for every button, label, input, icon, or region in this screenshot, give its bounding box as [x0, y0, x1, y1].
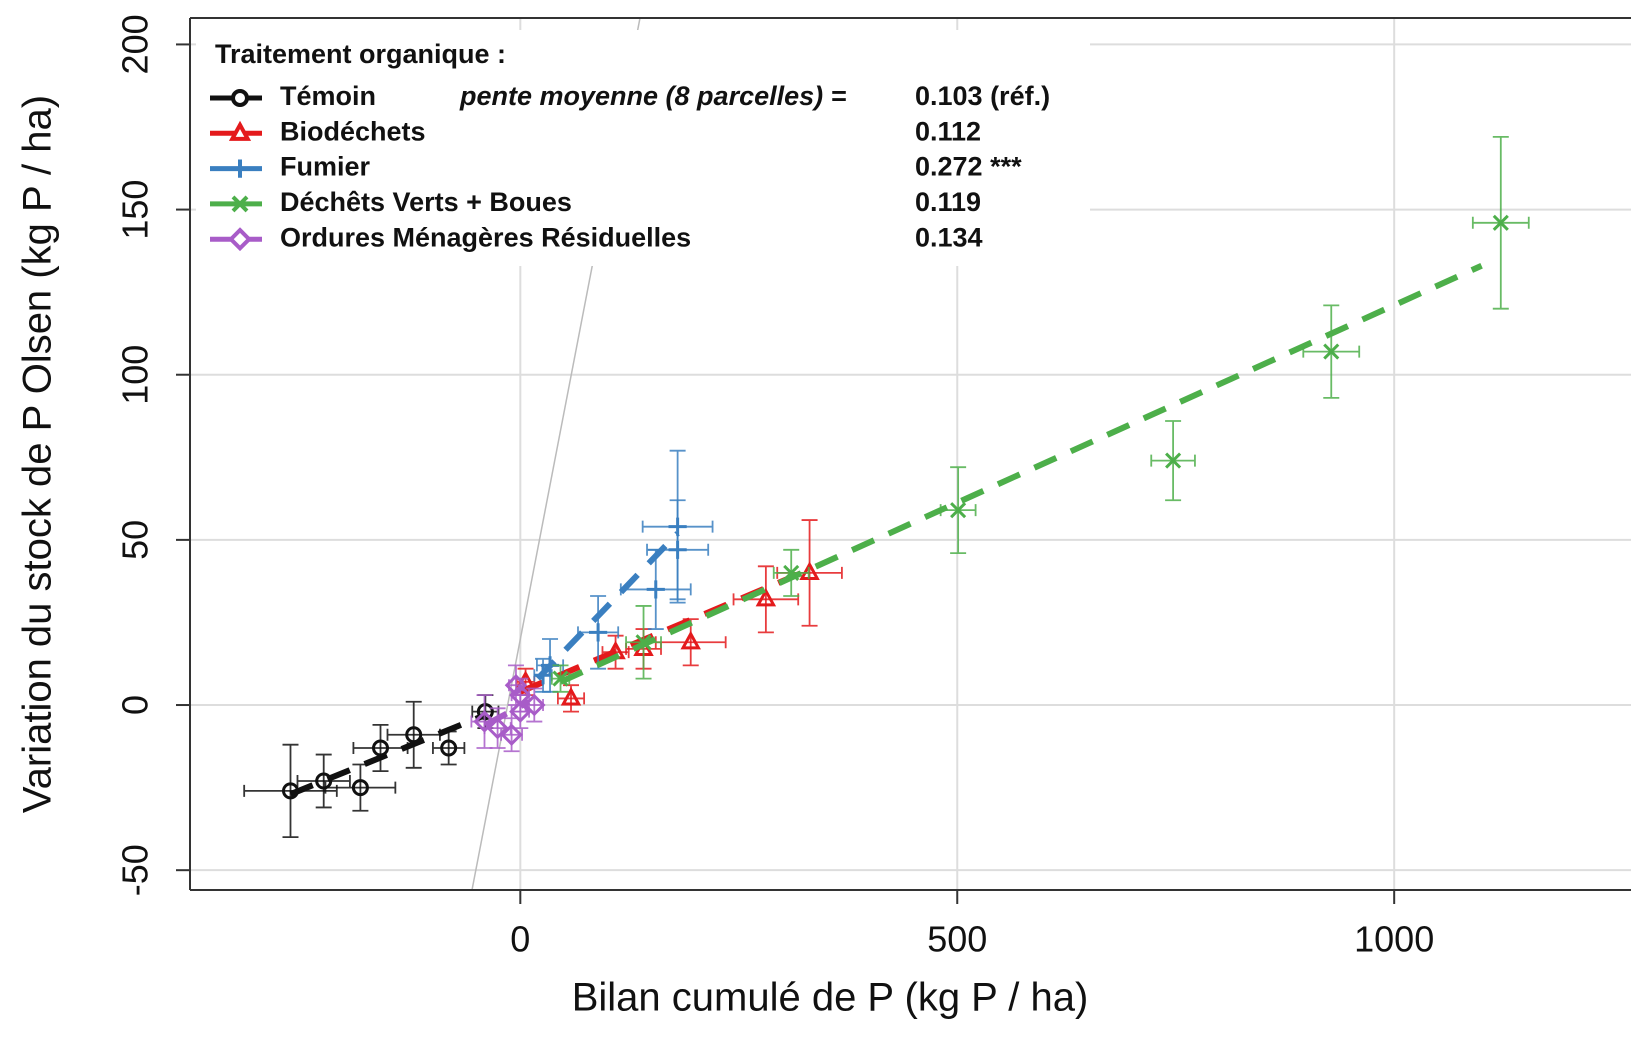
legend-box — [196, 30, 1090, 266]
y-error-bar — [282, 743, 299, 839]
marker — [680, 630, 701, 650]
marker — [646, 580, 665, 599]
marker — [552, 670, 569, 687]
marker — [231, 89, 249, 107]
marker — [509, 683, 532, 707]
slope-value: 0.119 — [915, 187, 981, 217]
marker — [950, 502, 967, 519]
legend-label: Déchêts Verts + Boues — [280, 187, 572, 217]
marker — [1323, 343, 1340, 360]
marker — [440, 739, 458, 757]
marker — [230, 159, 250, 178]
y-error-bar — [315, 753, 332, 809]
x-tick-label: 1000 — [1354, 919, 1434, 960]
marker — [783, 564, 800, 581]
marker — [405, 726, 423, 744]
x-tick-label: 0 — [510, 919, 530, 960]
y-error-bar — [489, 707, 506, 749]
legend-label: Fumier — [280, 152, 371, 182]
y-error-bar — [372, 723, 389, 772]
slope-value: 0.112 — [915, 116, 981, 146]
legend-title: Traitement organique : — [215, 39, 506, 69]
marker — [1165, 452, 1182, 469]
marker — [500, 723, 523, 746]
marker — [228, 120, 252, 141]
marker — [533, 666, 553, 685]
slope-value: 0.103 (réf.) — [915, 81, 1050, 111]
y-tick-label: 50 — [115, 520, 156, 560]
y-error-bar — [405, 700, 422, 769]
marker — [523, 693, 546, 717]
fit-line — [559, 262, 1483, 685]
marker — [281, 782, 299, 800]
marker — [668, 517, 687, 536]
marker — [231, 195, 249, 213]
y-error-bar — [352, 763, 369, 812]
marker — [315, 772, 333, 790]
x-tick-label: 500 — [927, 919, 987, 960]
marker — [228, 227, 252, 252]
slope-header: pente moyenne (8 parcelles) = — [459, 81, 847, 111]
y-tick-label: 100 — [115, 345, 156, 405]
slope-value: 0.272 *** — [915, 152, 1022, 182]
x-axis-label: Bilan cumulé de P (kg P / ha) — [572, 976, 1089, 1020]
marker — [1492, 214, 1509, 231]
marker — [486, 716, 509, 740]
y-tick-label: 150 — [115, 180, 156, 240]
marker — [560, 686, 582, 706]
y-error-bar — [757, 565, 774, 634]
marker — [588, 623, 608, 642]
marker — [755, 587, 777, 607]
marker — [372, 739, 390, 757]
slope-value: 0.134 — [915, 222, 983, 252]
y-tick-label: -50 — [115, 844, 156, 896]
fit-line — [289, 712, 487, 797]
marker — [635, 634, 652, 651]
y-error-bar — [440, 730, 457, 766]
y-tick-label: 200 — [115, 14, 156, 74]
fit-line — [535, 531, 680, 681]
legend-label: Témoin — [280, 81, 376, 111]
y-tick-label: 0 — [115, 695, 156, 715]
legend-label: Biodéchets — [280, 116, 426, 146]
y-axis-label: Variation du stock de P Olsen (kg P / ha… — [16, 95, 60, 813]
legend-label: Ordures Ménagères Résiduelles — [280, 222, 691, 252]
marker — [351, 779, 369, 797]
y-error-bar — [682, 618, 699, 667]
